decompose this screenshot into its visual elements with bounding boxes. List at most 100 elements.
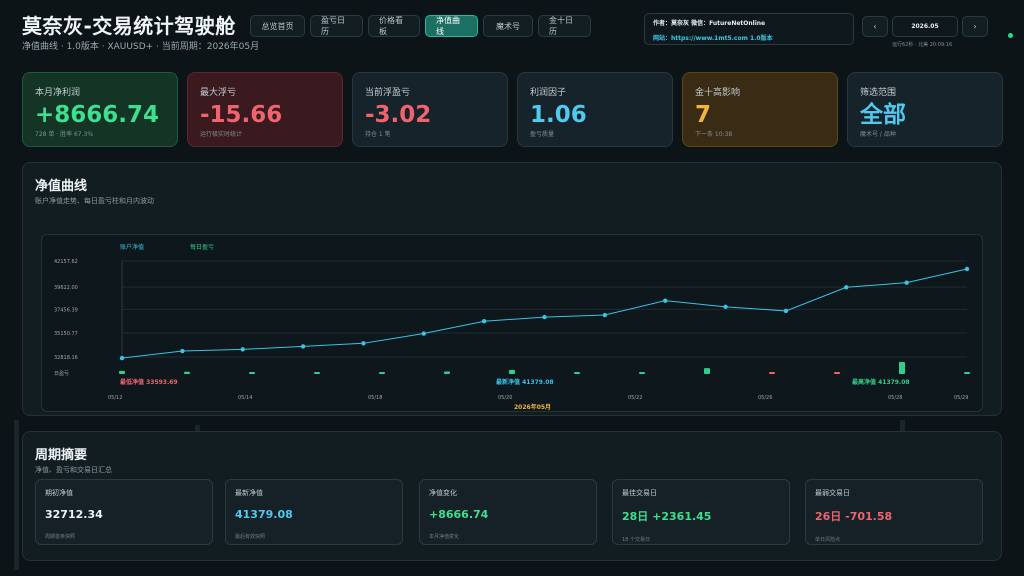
- x-tick-label: 05/22: [628, 395, 642, 401]
- x-tick-label: 05/12: [108, 395, 122, 401]
- equity-point: [180, 348, 185, 354]
- x-tick-label: 05/20: [498, 395, 512, 401]
- nav-equity-curve[interactable]: 净值曲线: [425, 15, 478, 37]
- panel-title: 周期摘要: [35, 448, 88, 463]
- summary-note: 18 个交易日: [622, 537, 650, 543]
- summary-label: 净值变化: [429, 489, 457, 497]
- equity-point: [904, 280, 909, 285]
- card-sub: 运行极实时统计: [200, 131, 243, 138]
- daily-pnl-bar: [834, 372, 840, 374]
- x-axis-caption: 2026年05月: [514, 403, 551, 411]
- x-tick-label: 05/18: [368, 395, 382, 401]
- summary-label: 最佳交易日: [622, 489, 657, 497]
- x-tick-label: 05/26: [758, 395, 772, 401]
- nav-jin10-calendar[interactable]: 金十日历: [538, 15, 591, 37]
- nav-magic-number[interactable]: 魔术号: [483, 15, 533, 37]
- summary-label: 最弱交易日: [815, 489, 850, 497]
- panel-title: 净值曲线: [35, 179, 88, 194]
- card-label: 本月净利润: [35, 88, 81, 98]
- period-summary-panel: 周期摘要 净值、盈亏和交易日汇总 期初净值 32712.34 周期首条快照 最新…: [22, 431, 1002, 561]
- equity-point: [844, 285, 849, 290]
- daily-pnl-bar: [184, 371, 190, 374]
- app-subtitle: 净值曲线 · 1.0版本 · XAUUSD+ · 当前周期：2026年05月: [22, 42, 260, 52]
- card-sub: 盈亏质量: [530, 131, 555, 138]
- month-selector: ‹ 2026.05 ›: [862, 16, 988, 37]
- daily-pnl-bar: [899, 362, 905, 374]
- x-tick-label: 05/29: [954, 395, 968, 401]
- card-sub: 728 单 · 胜率 67.3%: [35, 131, 94, 138]
- daily-pnl-bar: [314, 372, 320, 374]
- card-filter-scope[interactable]: 筛选范围 全部 魔术号 / 品种: [847, 72, 1003, 147]
- y-tick-label: 39622.00: [54, 285, 78, 291]
- card-current-floating-pnl: 当前浮盈亏 -3.02 持仓 1 笔: [352, 72, 508, 147]
- card-sub: 魔术号 / 品种: [860, 131, 896, 138]
- app-title: 莫奈灰-交易统计驾驶舱: [22, 14, 236, 38]
- equity-chart[interactable]: 账户净值 每日盈亏 42157.62 39622.00 37456.39 35150.77…: [42, 235, 984, 413]
- chart-annotation: 最新净值 41379.08: [496, 378, 554, 386]
- card-jin10-impact: 金十高影响 7 下一条 10:38: [682, 72, 838, 147]
- panel-subtitle: 账户净值走势、每日盈亏柱和月内波动: [35, 197, 154, 205]
- daily-pnl-bar: [249, 372, 255, 374]
- equity-point: [964, 266, 970, 272]
- legend-item: 每日盈亏: [190, 243, 214, 251]
- summary-best-day: 最佳交易日 28日 +2361.45 18 个交易日: [612, 479, 790, 545]
- daily-pnl-bar: [444, 371, 450, 374]
- x-tick-label: 05/14: [238, 395, 252, 401]
- chart-annotation: 最低净值 33593.69: [120, 378, 178, 386]
- equity-point: [240, 347, 245, 352]
- x-tick-label: 05/28: [888, 395, 902, 401]
- summary-latest-equity: 最新净值 41379.08 最后有效快照: [225, 479, 403, 545]
- card-value: -3.02: [365, 102, 432, 128]
- y-tick-label: 32818.16: [54, 355, 78, 361]
- site-link[interactable]: 网站：https://www.1mt5.com 1.0版本: [653, 35, 773, 42]
- equity-point: [421, 331, 426, 336]
- nav-pnl-calendar[interactable]: 盈亏日历: [310, 15, 363, 37]
- nav-overview[interactable]: 总览首页: [250, 15, 305, 37]
- card-sub: 持仓 1 笔: [365, 131, 391, 138]
- summary-value: +8666.74: [429, 508, 489, 521]
- equity-curve-panel: 净值曲线 账户净值走势、每日盈亏柱和月内波动 账户净值 每日盈亏 42157.62 3…: [22, 162, 1002, 416]
- summary-opening-equity: 期初净值 32712.34 周期首条快照: [35, 479, 213, 545]
- equity-chart-container: 账户净值 每日盈亏 42157.62 39622.00 37456.39 35150.77…: [41, 234, 983, 412]
- card-net-profit: 本月净利润 +8666.74 728 单 · 胜率 67.3%: [22, 72, 178, 147]
- card-max-floating-loss: 最大浮亏 -15.66 运行极实时统计: [187, 72, 343, 147]
- summary-note: 最后有效快照: [235, 534, 266, 540]
- author-line: 作者：莫奈灰 微信：FutureNetOnline: [653, 20, 766, 27]
- card-label: 最大浮亏: [200, 88, 237, 98]
- equity-point: [300, 344, 306, 349]
- live-status-dot: [1008, 33, 1013, 38]
- summary-label: 最新净值: [235, 489, 263, 497]
- card-value: +8666.74: [35, 102, 160, 128]
- card-value: 7: [695, 102, 712, 128]
- card-sub: 下一条 10:38: [695, 131, 733, 138]
- bar-row-label: 日盈亏: [54, 371, 69, 377]
- card-label: 金十高影响: [695, 88, 741, 98]
- next-month-button[interactable]: ›: [962, 16, 988, 37]
- main-nav: 总览首页 盈亏日历 价格看板 净值曲线 魔术号 金十日历: [250, 15, 591, 37]
- panel-subtitle: 净值、盈亏和交易日汇总: [35, 466, 112, 474]
- nav-price-board[interactable]: 价格看板: [368, 15, 420, 37]
- top-header: 莫奈灰-交易统计驾驶舱 净值曲线 · 1.0版本 · XAUUSD+ · 当前周…: [0, 0, 1024, 60]
- y-tick-label: 42157.62: [54, 259, 78, 265]
- equity-point: [542, 314, 547, 320]
- y-tick-label: 35150.77: [54, 331, 78, 337]
- legend-item: 账户净值: [120, 243, 144, 251]
- daily-pnl-bar: [509, 369, 515, 374]
- daily-pnl-bar: [639, 372, 645, 374]
- summary-note: 单日风险点: [815, 537, 841, 543]
- equity-series-line: [121, 268, 968, 359]
- author-info: 作者：莫奈灰 微信：FutureNetOnline 网站：https://www…: [644, 13, 854, 45]
- summary-value: 32712.34: [45, 508, 103, 521]
- summary-note: 本月净值变化: [429, 534, 460, 540]
- chart-annotation: 最高净值 41379.08: [852, 378, 910, 386]
- card-value: 1.06: [530, 102, 587, 128]
- summary-label: 期初净值: [45, 489, 73, 497]
- summary-worst-day: 最弱交易日 26日 -701.58 单日风险点: [805, 479, 983, 545]
- card-value: 全部: [860, 102, 906, 128]
- summary-value: 26日 -701.58: [815, 510, 893, 523]
- card-label: 利润因子: [530, 88, 567, 98]
- card-label: 筛选范围: [860, 88, 897, 98]
- prev-month-button[interactable]: ‹: [862, 16, 888, 37]
- month-value[interactable]: 2026.05: [892, 16, 958, 37]
- daily-pnl-bar: [379, 372, 385, 374]
